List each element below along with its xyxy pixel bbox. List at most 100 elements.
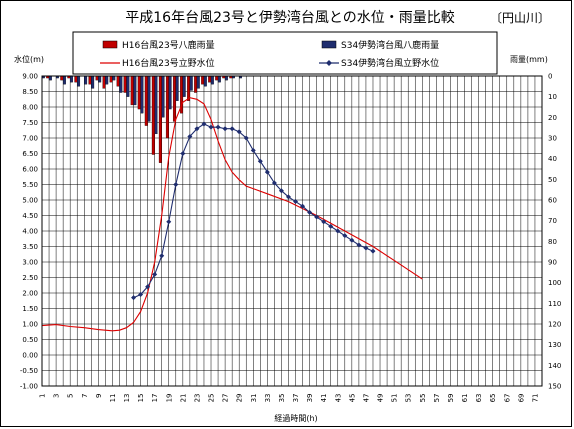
y-tick-left-label: 3.50: [22, 243, 38, 251]
chart-title: 平成16年台風23号と伊勢湾台風との水位・雨量比較: [125, 9, 455, 26]
x-tick-label: 53: [405, 394, 413, 403]
x-tick-label: 69: [517, 394, 525, 403]
s34-level-point: [293, 199, 299, 205]
x-tick-label: 29: [236, 394, 244, 403]
legend-swatch-s34-rain: [321, 40, 337, 49]
x-tick-label: 65: [489, 394, 497, 403]
s34-level-point: [173, 182, 179, 187]
legend-label-s34-level: S34伊勢湾台風立野水位: [341, 57, 439, 69]
s34-level-point: [215, 124, 221, 130]
x-tick-label: 51: [391, 394, 399, 403]
rain-bar: [112, 75, 116, 81]
rain-bar: [175, 75, 179, 101]
rain-bar: [70, 75, 73, 83]
s34-level-point: [222, 126, 228, 132]
rain-bar: [105, 75, 109, 85]
rain-bar: [194, 75, 198, 93]
rain-bar: [217, 75, 221, 83]
x-tick-label: 49: [377, 394, 385, 403]
y-tick-left-label: 8.00: [22, 104, 38, 112]
rain-bar: [74, 75, 78, 83]
s34-level-point: [370, 248, 376, 254]
y-tick-left-label: 7.50: [22, 119, 38, 127]
rain-bar: [102, 75, 106, 89]
rain-bar: [215, 75, 219, 81]
s34-level-point: [138, 292, 144, 298]
rain-bar: [196, 75, 200, 89]
s34-level-point: [159, 253, 165, 259]
x-tick-label: 41: [320, 394, 328, 403]
y-tick-right-label: 20: [548, 114, 557, 122]
rain-bar: [208, 75, 212, 83]
rain-bar: [119, 75, 123, 93]
s34-level-point: [363, 245, 369, 251]
y-tick-left-label: 4.00: [22, 228, 38, 236]
rain-bar: [95, 75, 99, 81]
s34-level-point: [166, 219, 172, 225]
rain-bar: [151, 75, 155, 155]
s34-level-point: [250, 147, 256, 153]
rain-bar: [187, 75, 191, 101]
y-tick-left-label: 2.00: [22, 290, 38, 298]
s34-level-point: [194, 126, 200, 132]
rain-bar: [133, 75, 137, 106]
x-tick-label: 67: [503, 393, 511, 402]
legend-label-h16-rain: H16台風23号八鹿雨量: [122, 39, 215, 51]
s34-level-point: [328, 223, 334, 229]
rain-bar: [60, 75, 64, 81]
x-tick-label: 37: [292, 394, 300, 403]
s34-level-point: [236, 129, 242, 135]
y-tick-right-label: 60: [548, 197, 557, 205]
y-tick-left-label: 2.50: [22, 274, 38, 282]
s34-level-point: [356, 242, 362, 248]
s34-level-point: [201, 121, 207, 127]
y-tick-right-label: 90: [548, 259, 557, 267]
x-tick-label: 5: [67, 394, 75, 398]
s34-level-point: [271, 180, 277, 186]
x-tick-label: 35: [278, 394, 286, 403]
rain-bar: [154, 75, 158, 135]
y-tick-left-label: 1.00: [22, 321, 38, 329]
x-tick-label: 31: [250, 394, 258, 403]
s34-level-point: [131, 295, 137, 301]
y-tick-left-label: -1.00: [20, 383, 38, 391]
rain-bar: [137, 75, 141, 110]
y-tick-right-label: 0: [548, 73, 552, 81]
rain-bar: [158, 75, 162, 163]
x-tick-label: 55: [419, 394, 427, 403]
x-tick-label: 59: [447, 394, 455, 403]
y-tick-right-label: 100: [548, 279, 561, 287]
s34-level-point: [321, 219, 327, 225]
x-tick-label: 7: [81, 394, 89, 398]
y-axis-left-label: 水位(m): [14, 54, 44, 64]
y-tick-right-label: 120: [548, 321, 561, 329]
y-tick-right-label: 50: [548, 176, 557, 184]
s34-level-point: [285, 194, 291, 200]
rain-bar: [147, 75, 151, 122]
s34-level-point: [342, 233, 348, 239]
x-tick-label: 11: [109, 394, 117, 403]
s34-level-point: [349, 237, 355, 243]
y-tick-right-label: 80: [548, 238, 557, 246]
rain-bar: [126, 75, 130, 97]
y-tick-right-label: 30: [548, 135, 557, 143]
y-tick-right-label: 110: [548, 300, 561, 308]
y-tick-left-label: 0.50: [22, 336, 38, 344]
y-tick-left-label: 8.50: [22, 88, 38, 96]
rain-bar: [224, 75, 228, 81]
x-tick-label: 3: [53, 394, 61, 398]
s34-level-point: [264, 169, 270, 175]
rain-bar: [172, 75, 176, 122]
rain-bar: [91, 75, 95, 89]
y-tick-right-label: 130: [548, 341, 561, 349]
level-lines: [41, 97, 423, 332]
x-tick-label: 47: [362, 394, 370, 403]
y-tick-right-label: 10: [548, 93, 557, 101]
s34-level-point: [278, 188, 284, 194]
x-tick-label: 43: [334, 394, 342, 403]
legend-marker-s34-level: [326, 60, 332, 66]
y-tick-right-label: 150: [548, 383, 561, 391]
x-tick-label: 19: [165, 394, 173, 403]
tick-labels: 9.00 8.50 8.00 7.50 7.00 6.50 6.00 5.50 5.00 4.50…: [20, 73, 562, 403]
s34-level-point: [187, 133, 193, 139]
